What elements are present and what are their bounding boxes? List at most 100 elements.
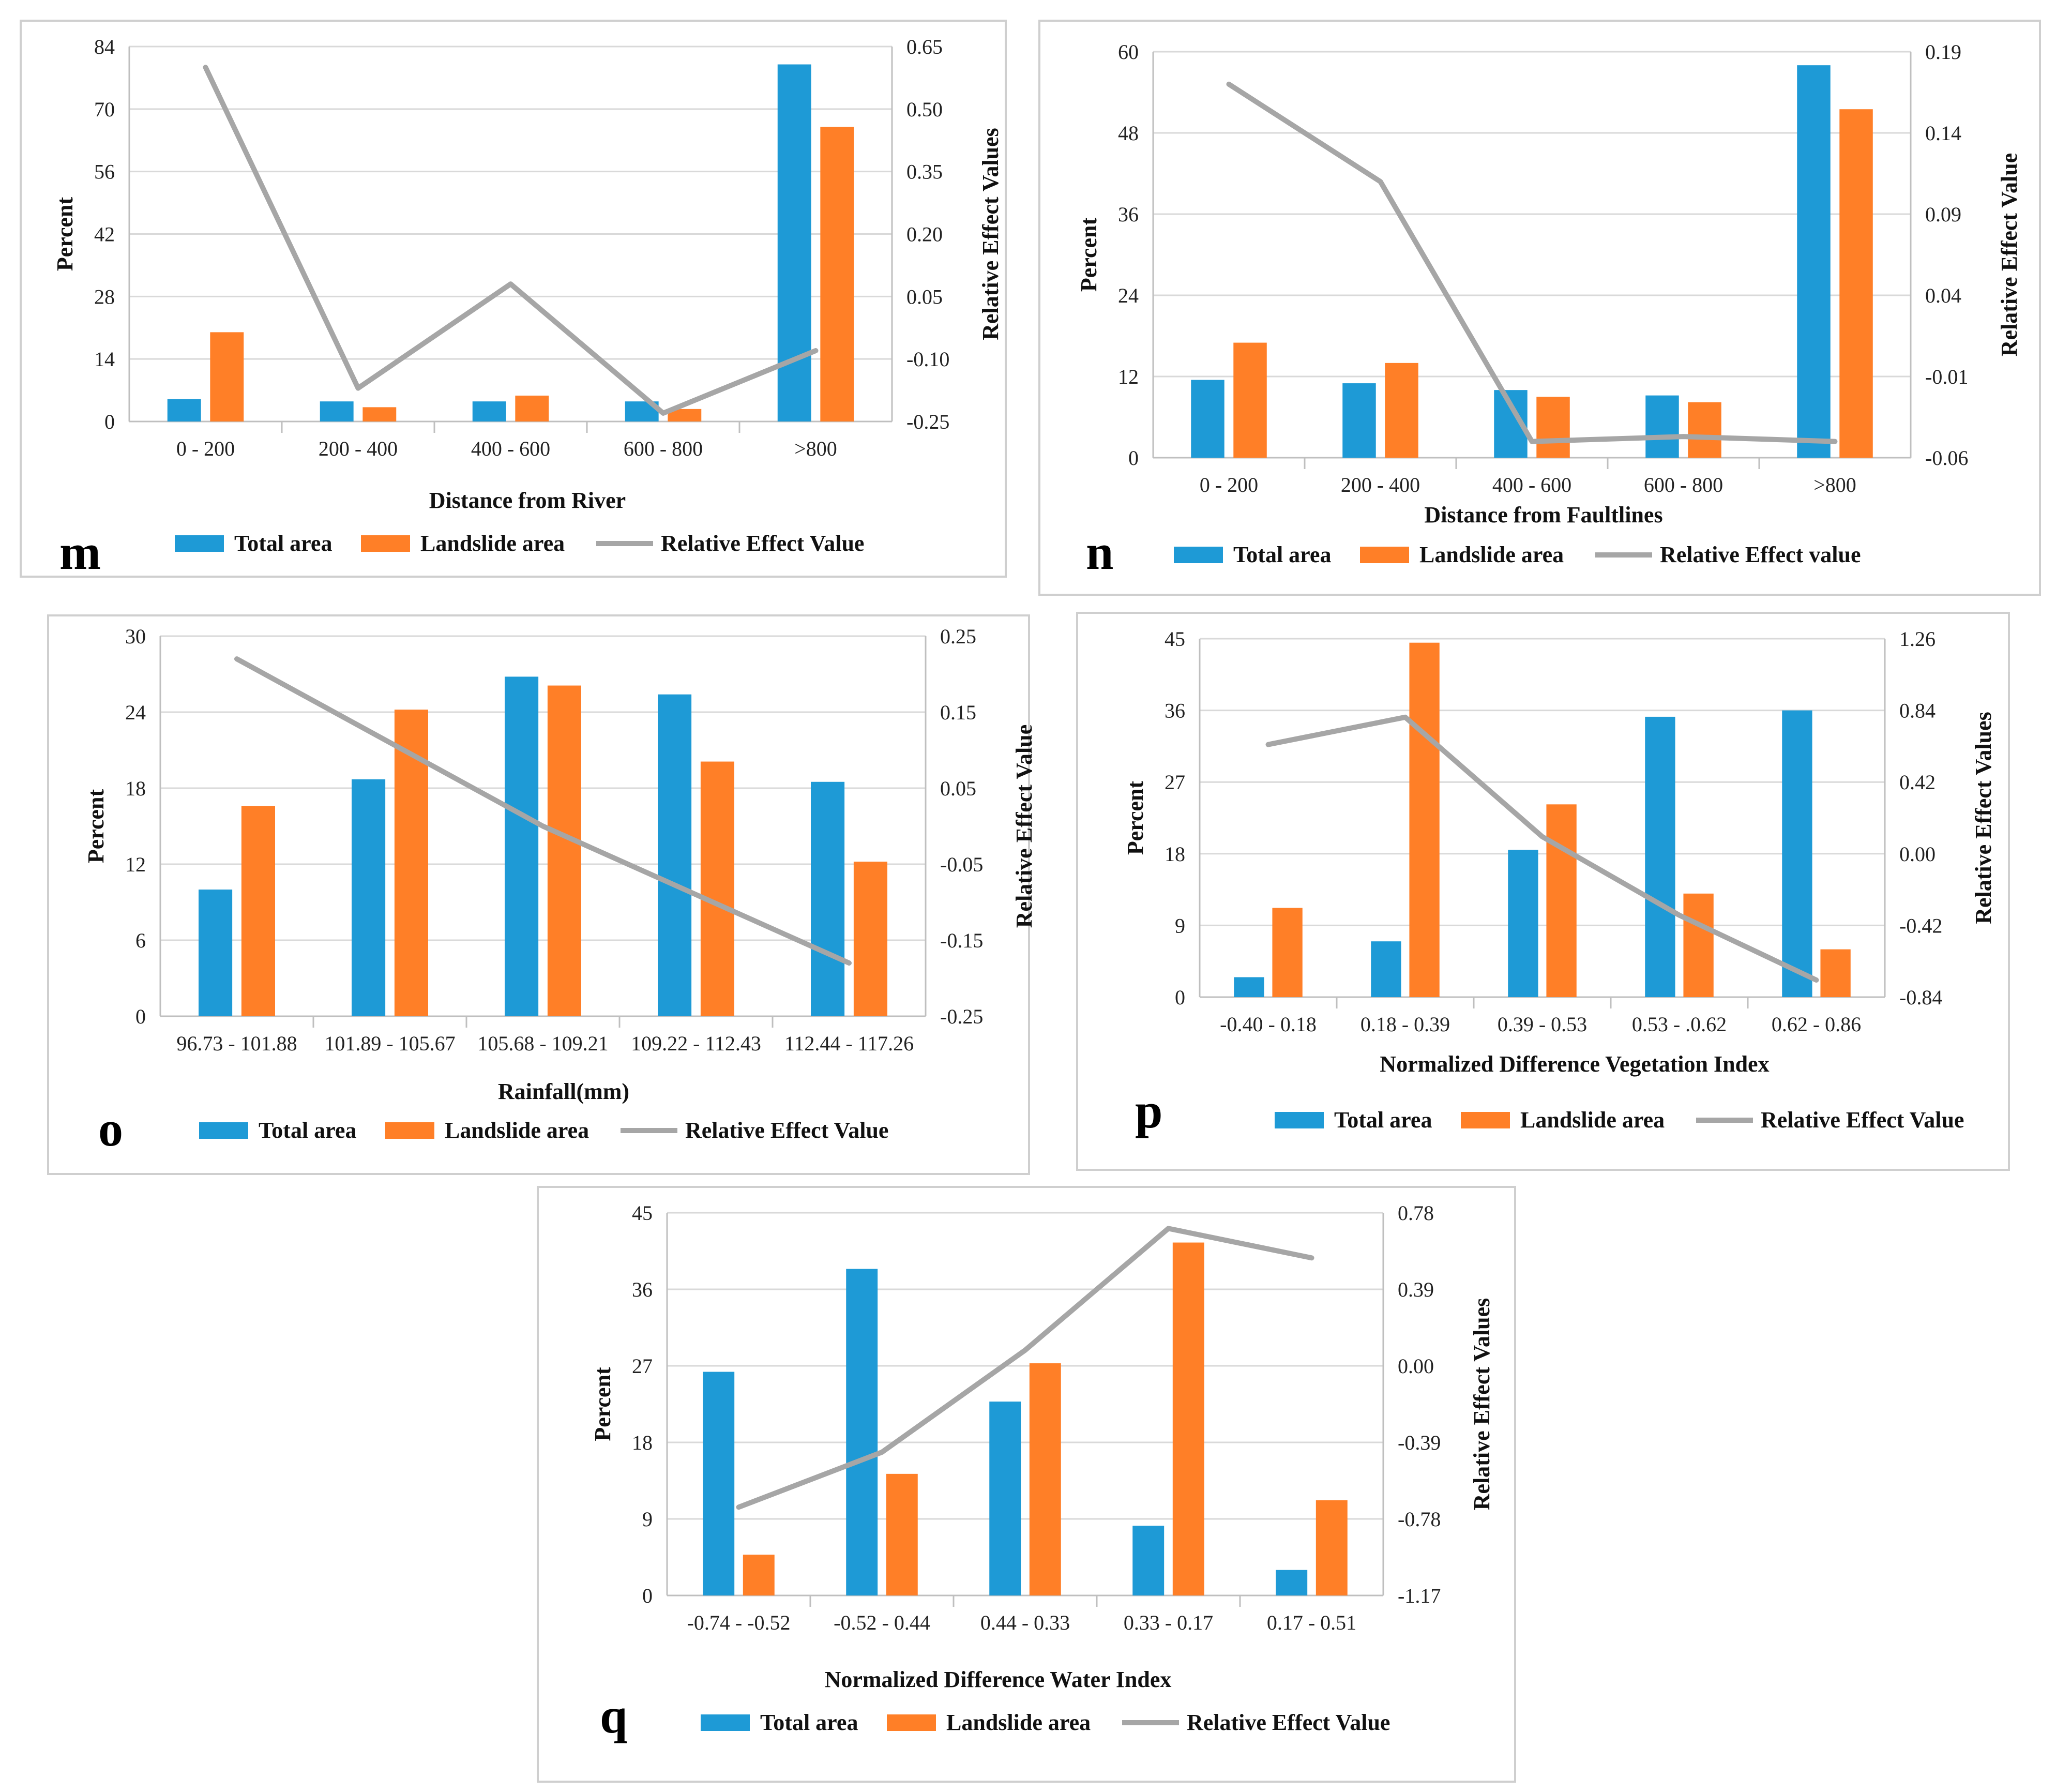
bar-total-area (1797, 65, 1831, 458)
relative-effect-point (881, 1451, 883, 1453)
x-tick-label: 400 - 600 (471, 437, 550, 460)
bar-landslide-area (1688, 402, 1721, 458)
relative-effect-point (1541, 835, 1544, 838)
relative-effect-point (1531, 440, 1533, 443)
legend-label-total: Total area (1233, 542, 1331, 567)
y-tick-label: 24 (125, 701, 146, 724)
bar-total-area (811, 781, 845, 1016)
y2-tick-label: 0.14 (1925, 122, 1961, 145)
y-tick-label: 45 (1165, 627, 1185, 651)
y2-tick-label: 0.65 (906, 35, 943, 58)
bar-landslide-area (1029, 1363, 1061, 1595)
relative-effect-point (389, 741, 391, 744)
legend-label-landslide: Landslide area (445, 1118, 589, 1143)
relative-effect-point (1228, 83, 1230, 85)
legend-label-landslide: Landslide area (946, 1710, 1091, 1735)
y2-tick-label: 1.26 (1899, 627, 1936, 651)
bar-landslide-area (1385, 363, 1418, 458)
y2-tick-label: -0.15 (940, 929, 983, 952)
y-axis-title: Percent (590, 1367, 615, 1441)
y2-tick-label: -0.01 (1925, 365, 1968, 388)
bar-landslide-area (362, 407, 397, 421)
legend-swatch-total (1275, 1112, 1324, 1128)
panel-letter: p (1135, 1083, 1162, 1138)
relative-effect-point (1379, 180, 1382, 183)
bar-landslide-area (1546, 804, 1577, 997)
y2-tick-label: 0.00 (1899, 842, 1936, 866)
chart-panel-q: 0 9 18 27 36 45 -1.17 -0.78 -0.39 0.00 0.39 0.78 -0.… (537, 1186, 1516, 1783)
x-tick-label: 0 - 200 (176, 437, 235, 460)
y2-tick-label: 0.04 (1925, 284, 1961, 307)
relative-effect-point (1678, 914, 1681, 916)
legend-label-rev: Relative Effect Value (685, 1118, 888, 1143)
relative-effect-point (542, 825, 544, 827)
legend-label-rev: Relative Effect Value (1761, 1107, 1964, 1133)
relative-effect-point (1310, 1257, 1313, 1259)
y2-tick-label: 0.50 (906, 98, 943, 121)
bar-total-area (505, 676, 539, 1016)
legend: Total area Landslide area Relative Effect … (199, 1118, 888, 1143)
x-tick-label: -0.40 - 0.18 (1220, 1013, 1317, 1036)
y-tick-label: 56 (94, 160, 115, 184)
y2-tick-label: -0.05 (940, 853, 983, 876)
y-axis-title: Percent (1123, 780, 1148, 855)
legend: Total area Landslide area Relative Effect … (1275, 1107, 1964, 1133)
y2-tick-label: 0.19 (1925, 40, 1961, 64)
x-tick-label: 600 - 800 (1644, 473, 1723, 496)
y-tick-label: 36 (1118, 203, 1139, 226)
bar-total-area (777, 64, 811, 422)
x-tick-label: 0.39 - 0.53 (1498, 1013, 1587, 1036)
bar-landslide-area (853, 862, 887, 1016)
y-tick-label: 0 (104, 410, 115, 433)
bar-landslide-area (743, 1555, 775, 1595)
y2-tick-label: -0.78 (1398, 1508, 1441, 1531)
relative-effect-point (848, 962, 850, 965)
panel-frame (537, 1186, 1516, 1783)
relative-effect-point (204, 66, 207, 69)
x-tick-label: 0 - 200 (1200, 473, 1258, 496)
bar-landslide-area (820, 127, 854, 421)
x-tick-label: 96.73 - 101.88 (176, 1032, 297, 1055)
x-tick-label: 0.62 - 0.86 (1772, 1013, 1861, 1036)
y-tick-label: 18 (1165, 842, 1185, 866)
legend: Total area Landslide area Relative Effect … (1174, 542, 1861, 567)
y-tick-label: 12 (1118, 365, 1139, 388)
y-axis-title: Percent (52, 197, 78, 271)
y-tick-label: 24 (1118, 284, 1139, 307)
y2-tick-label: -0.25 (906, 410, 949, 433)
y2-axis-title: Relative Effect Values (1469, 1298, 1494, 1511)
y2-tick-label: 0.05 (940, 777, 976, 800)
legend-label-landslide: Landslide area (420, 531, 565, 556)
y-tick-label: 18 (632, 1431, 653, 1454)
bar-landslide-area (886, 1473, 918, 1595)
legend-swatch-landslide (1360, 547, 1409, 563)
y-tick-label: 36 (1165, 699, 1185, 722)
relative-effect-point (1404, 716, 1407, 718)
y-tick-label: 0 (135, 1005, 146, 1028)
y2-tick-label: -0.42 (1899, 914, 1942, 937)
bar-total-area (846, 1269, 878, 1595)
panel-letter: q (600, 1688, 627, 1743)
bar-total-area (320, 401, 354, 421)
y2-axis-title: Relative Effect Values (978, 128, 1003, 340)
y-tick-label: 12 (125, 853, 146, 876)
x-axis-title: Rainfall(mm) (498, 1079, 629, 1104)
y-tick-label: 9 (1175, 914, 1185, 937)
legend-swatch-landslide (361, 535, 410, 552)
y2-tick-label: -0.25 (940, 1005, 983, 1028)
bar-landslide-area (700, 761, 734, 1016)
bar-landslide-area (1820, 949, 1851, 997)
y2-tick-label: -0.06 (1925, 446, 1968, 470)
y2-tick-label: 0.09 (1925, 203, 1961, 226)
bar-total-area (989, 1402, 1021, 1595)
y2-tick-label: -0.39 (1398, 1431, 1441, 1454)
panel-letter: o (98, 1101, 123, 1156)
legend-label-landslide: Landslide area (1419, 542, 1564, 567)
bar-total-area (1276, 1570, 1308, 1595)
y2-axis-title: Relative Effect Values (1971, 712, 1996, 924)
bar-total-area (1645, 716, 1675, 997)
relative-effect-point (1682, 435, 1685, 438)
bar-total-area (199, 890, 233, 1016)
y-tick-label: 42 (94, 223, 115, 246)
